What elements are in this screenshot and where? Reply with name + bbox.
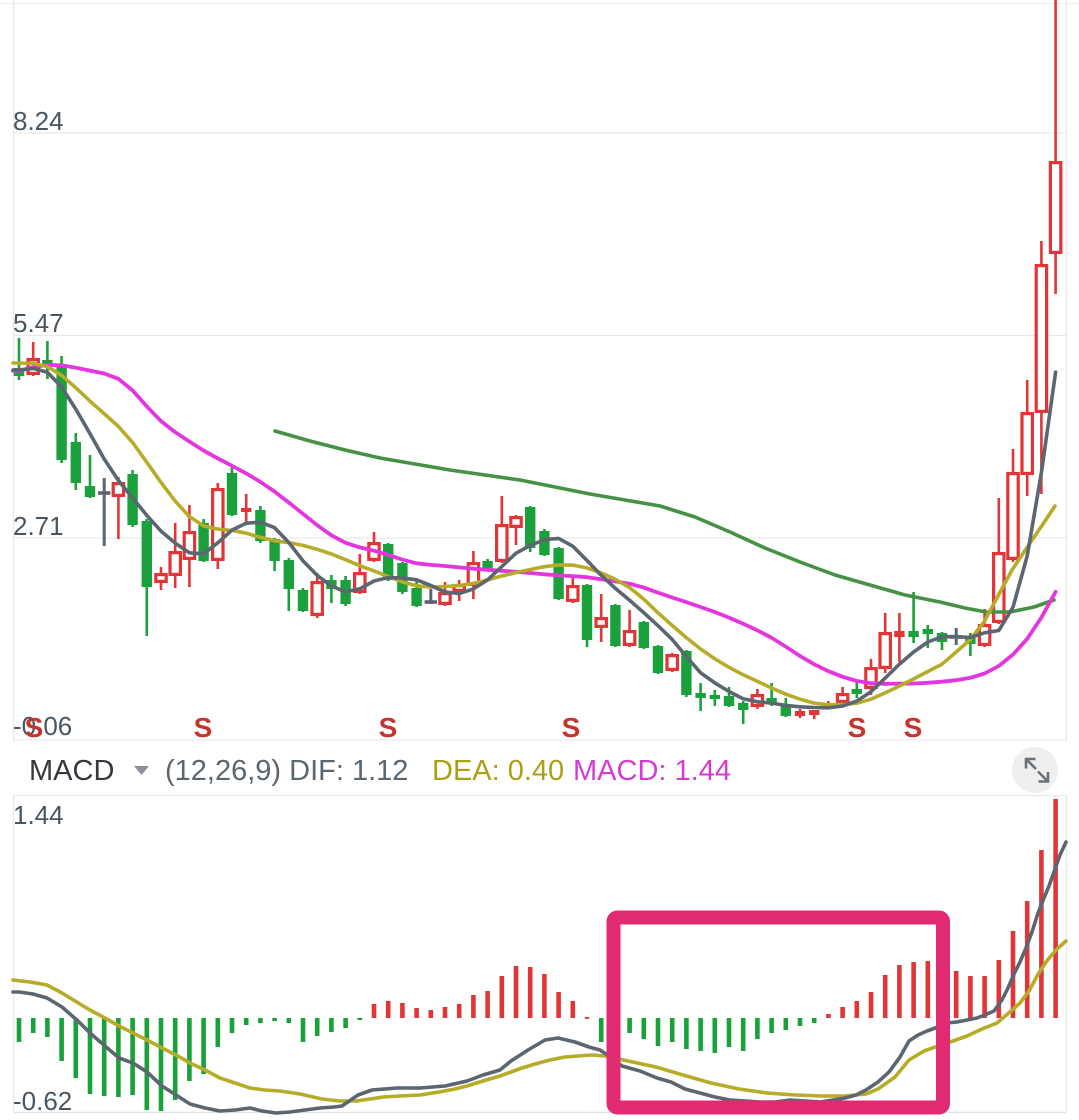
svg-text:S: S: [194, 712, 213, 743]
svg-text:-0.62: -0.62: [13, 1086, 72, 1115]
svg-text:S: S: [25, 712, 44, 743]
svg-text:MACD: MACD: [29, 755, 114, 787]
svg-text:1.44: 1.44: [13, 800, 64, 830]
svg-text:S: S: [848, 712, 867, 743]
svg-text:-0.06: -0.06: [13, 711, 72, 741]
svg-text:5.47: 5.47: [13, 308, 64, 338]
svg-text:S: S: [904, 712, 923, 743]
svg-text:MACD: 1.44: MACD: 1.44: [573, 755, 731, 787]
svg-text:DEA: 0.40: DEA: 0.40: [432, 755, 564, 787]
svg-text:(12,26,9) DIF: 1.12: (12,26,9) DIF: 1.12: [165, 755, 408, 787]
svg-text:2.71: 2.71: [13, 511, 64, 541]
svg-text:S: S: [379, 712, 398, 743]
svg-text:S: S: [562, 712, 581, 743]
svg-text:8.24: 8.24: [13, 106, 64, 136]
